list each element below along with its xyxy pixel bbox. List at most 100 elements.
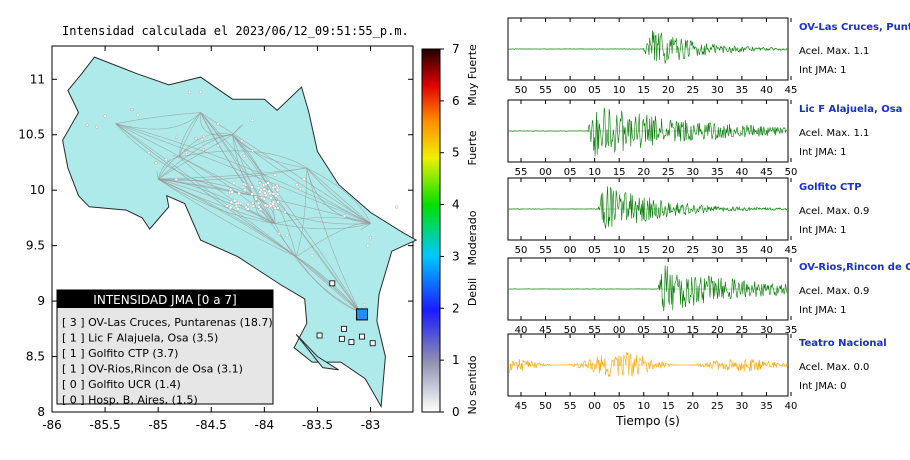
trace-tick-label: 30 bbox=[686, 167, 699, 178]
trace-tick-label: 45 bbox=[785, 245, 798, 256]
trace-tick-label: 45 bbox=[785, 85, 798, 96]
map-y-tick-label: 10.5 bbox=[18, 128, 45, 142]
trace-tick-label: 15 bbox=[613, 167, 626, 178]
trace-tick-label: 30 bbox=[711, 245, 724, 256]
seismogram-trace: 40 45 50 55 00 05 10 15 20 25 30 35 bbox=[507, 257, 798, 336]
trace-tick-label: 15 bbox=[637, 245, 650, 256]
legend-item: [ 0 ] Golfito UCR (1.4) bbox=[62, 378, 181, 391]
trace-tick-label: 25 bbox=[686, 85, 699, 96]
seismogram-panel: 50 55 00 05 10 15 20 25 30 35 40 45 55 00 05 10 15 20 25 30… bbox=[507, 17, 798, 428]
map-title: Intensidad calculada el 2023/06/12_09:51… bbox=[62, 24, 409, 38]
legend-item: [ 1 ] Lic F Alajuela, Osa (3.5) bbox=[62, 332, 218, 345]
seismogram-trace: 50 55 00 05 10 15 20 25 30 35 40 45 bbox=[507, 177, 798, 256]
map-x-tick-label: -84.5 bbox=[196, 418, 227, 432]
map-y-tick-label: 9 bbox=[37, 294, 45, 308]
station-marker[interactable] bbox=[338, 335, 345, 342]
trace-tick-label: 55 bbox=[564, 401, 577, 412]
trace-tick-label: 50 bbox=[515, 245, 528, 256]
legend-item: [ 1 ] OV-Rios,Rincon de Osa (3.1) bbox=[62, 363, 243, 376]
trace-tick-label: 05 bbox=[637, 325, 650, 336]
trace-tick-label: 15 bbox=[637, 85, 650, 96]
map-y-tick-label: 11 bbox=[30, 72, 45, 86]
seismogram-trace: 45 50 55 00 05 10 15 20 25 30 35 40 Tiempo (s) bbox=[507, 333, 797, 428]
map-x-tick-label: -85.5 bbox=[90, 418, 121, 432]
trace-tick-label: 20 bbox=[662, 85, 675, 96]
trace-tick-label: 05 bbox=[613, 401, 626, 412]
station-marker[interactable] bbox=[341, 325, 347, 332]
legend-box bbox=[56, 289, 274, 405]
colorbar-category-label: Debil bbox=[466, 278, 479, 306]
trace-tick-label: 50 bbox=[515, 85, 528, 96]
trace-tick-label: 30 bbox=[760, 325, 773, 336]
trace-tick-label: 35 bbox=[760, 401, 773, 412]
station-marker[interactable] bbox=[369, 340, 376, 347]
colorbar-category-label: Muy Fuerte bbox=[466, 44, 479, 106]
trace-x-axis-label: Tiempo (s) bbox=[615, 414, 680, 428]
trace-tick-label: 40 bbox=[760, 245, 773, 256]
trace-tick-label: 25 bbox=[662, 167, 675, 178]
colorbar-category-label: Moderado bbox=[466, 210, 479, 265]
trace-tick-label: 45 bbox=[515, 401, 528, 412]
trace-tick-label: 10 bbox=[662, 325, 675, 336]
trace-tick-label: 15 bbox=[662, 401, 675, 412]
intensity-colorbar: 0 1 2 3 4 5 6 7 No sentido Debil Moderado Fuerte Mu… bbox=[421, 42, 479, 419]
trace-tick-label: 40 bbox=[736, 167, 749, 178]
colorbar-tick-label: 4 bbox=[452, 198, 460, 212]
map-x-tick-label: -84 bbox=[255, 418, 275, 432]
station-marker[interactable] bbox=[329, 280, 336, 287]
station-marker[interactable] bbox=[348, 339, 355, 346]
trace-tick-label: 35 bbox=[785, 325, 798, 336]
colorbar-tick-label: 5 bbox=[452, 146, 460, 160]
trace-tick-label: 10 bbox=[637, 401, 650, 412]
trace-tick-label: 05 bbox=[588, 85, 601, 96]
trace-tick-label: 30 bbox=[736, 401, 749, 412]
colorbar-category-label: No sentido bbox=[466, 355, 479, 414]
trace-tick-label: 45 bbox=[539, 325, 552, 336]
trace-tick-label: 35 bbox=[736, 245, 749, 256]
epicenter-square[interactable] bbox=[356, 308, 369, 321]
trace-tick-label: 00 bbox=[539, 167, 552, 178]
waveform-line bbox=[508, 30, 788, 64]
colorbar-tick-label: 7 bbox=[452, 42, 460, 56]
trace-tick-label: 45 bbox=[760, 167, 773, 178]
trace-tick-label: 50 bbox=[785, 167, 798, 178]
trace-tick-label: 40 bbox=[760, 85, 773, 96]
map-x-tick-label: -83 bbox=[361, 418, 381, 432]
station-markers bbox=[316, 280, 376, 347]
trace-tick-label: 15 bbox=[686, 325, 699, 336]
trace-tick-label: 20 bbox=[637, 167, 650, 178]
trace-tick-label: 30 bbox=[711, 85, 724, 96]
map-y-tick-label: 10 bbox=[30, 183, 45, 197]
colorbar-tick-label: 2 bbox=[452, 301, 460, 315]
legend-header: INTENSIDAD JMA [0 a 7] bbox=[93, 293, 236, 307]
waveform-line bbox=[508, 107, 788, 157]
intensity-legend: INTENSIDAD JMA [0 a 7] [ 3 ] OV-Las Cruc… bbox=[56, 289, 274, 407]
trace-tick-label: 05 bbox=[564, 167, 577, 178]
map-y-axis: 11 10.5 10 9.5 9 8.5 8 bbox=[18, 72, 413, 419]
legend-item: [ 1 ] Golfito CTP (3.7) bbox=[62, 347, 178, 360]
waveform-line bbox=[508, 352, 788, 378]
costa-rica-land bbox=[62, 56, 418, 409]
legend-item: [ 0 ] Hosp. B. Aires, (1.5) bbox=[62, 394, 198, 407]
map-x-axis: -86 -85.5 -85 -84.5 -84 -83.5 -83 bbox=[42, 46, 380, 432]
seismogram-trace: 55 00 05 10 15 20 25 30 35 40 45 50 bbox=[507, 99, 798, 178]
trace-tick-label: 00 bbox=[613, 325, 626, 336]
trace-tick-label: 35 bbox=[736, 85, 749, 96]
colorbar-tick-label: 6 bbox=[452, 94, 460, 108]
trace-tick-label: 35 bbox=[711, 167, 724, 178]
colorbar-tick-label: 3 bbox=[452, 249, 460, 263]
station-marker[interactable] bbox=[316, 332, 323, 339]
trace-tick-label: 25 bbox=[736, 325, 749, 336]
trace-tick-label: 40 bbox=[515, 325, 528, 336]
trace-tick-label: 10 bbox=[588, 167, 601, 178]
trace-tick-label: 55 bbox=[588, 325, 601, 336]
trace-tick-label: 20 bbox=[686, 401, 699, 412]
trace-tick-label: 05 bbox=[588, 245, 601, 256]
trace-tick-label: 20 bbox=[662, 245, 675, 256]
trace-tick-label: 50 bbox=[539, 401, 552, 412]
station-marker[interactable] bbox=[359, 333, 365, 340]
trace-tick-label: 25 bbox=[711, 401, 724, 412]
legend-header-bar bbox=[57, 290, 273, 308]
colorbar-category-label: Fuerte bbox=[466, 130, 479, 165]
map-x-tick-label: -83.5 bbox=[302, 418, 333, 432]
